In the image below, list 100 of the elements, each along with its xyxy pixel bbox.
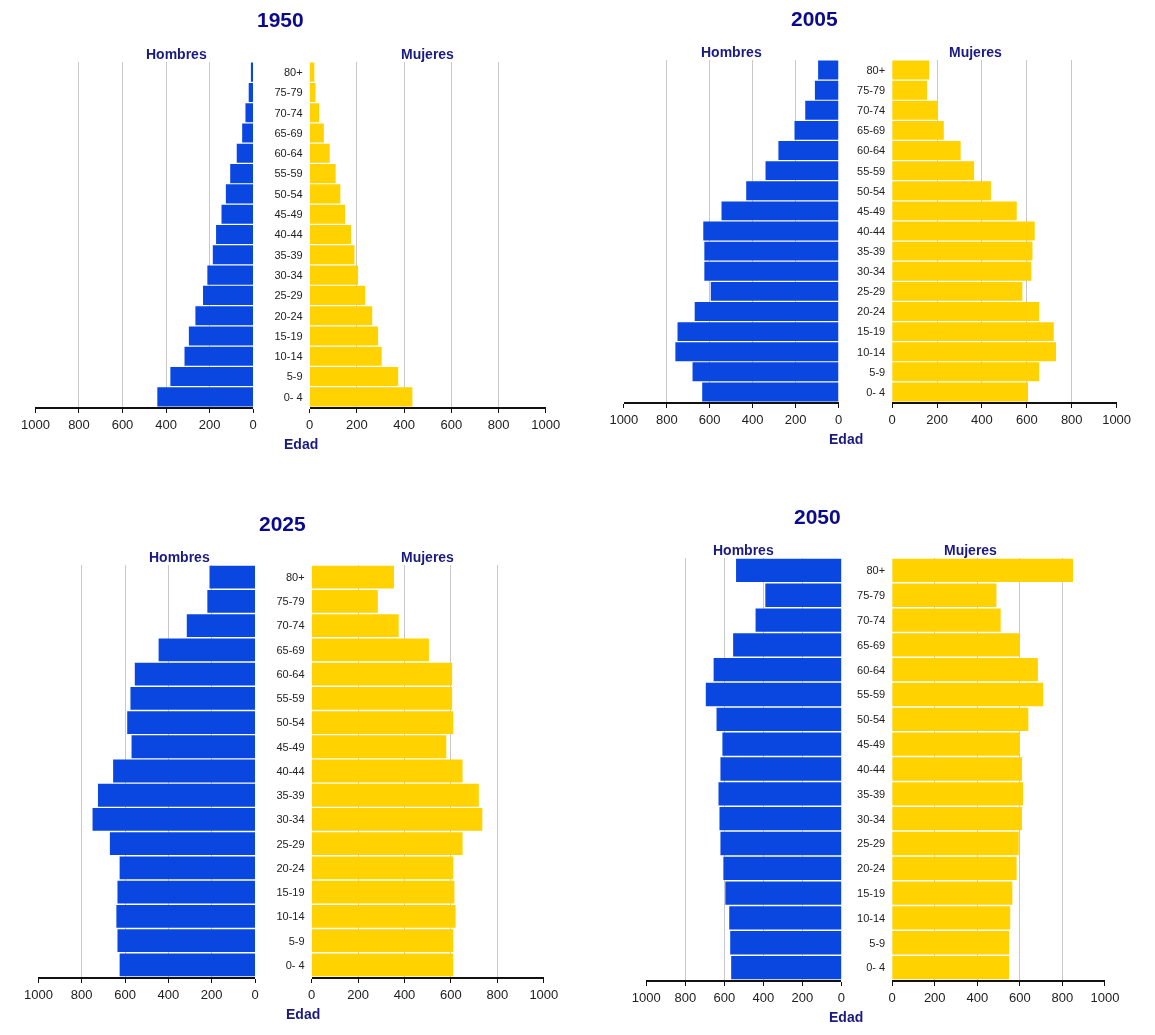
x-tick-label: 1000 [609, 411, 639, 427]
y-tick-label: 40-44 [276, 764, 305, 777]
x-tick-label: 0 [251, 986, 259, 1002]
y-tick-label: 25-29 [857, 285, 886, 298]
y-tick-label: 10-14 [857, 911, 886, 924]
y-tick-label: 20-24 [274, 309, 303, 322]
y-tick-label: 35-39 [276, 789, 305, 802]
chart-title: 2025 [259, 512, 307, 535]
x-tick-label: 1000 [21, 416, 50, 432]
y-tick-label: 25-29 [274, 289, 303, 302]
x-tick-label: 0 [306, 416, 314, 432]
y-tick-label: 5-9 [288, 934, 305, 947]
y-tick-label: 25-29 [276, 837, 305, 850]
chart-subtitle: Hombres [701, 44, 762, 60]
x-tick-label: 200 [784, 411, 807, 427]
x-tick-label: 600 [440, 986, 462, 1002]
x-tick-label: 1000 [529, 986, 559, 1002]
chart-subtitle: Mujeres [401, 549, 455, 565]
bar [119, 856, 256, 880]
chart-subtitle: Hombres [713, 542, 774, 558]
chart-subtitle: Hombres [149, 549, 210, 565]
y-tick-label: 30-34 [857, 265, 886, 278]
bar [703, 221, 839, 241]
y-tick-label: 60-64 [276, 667, 305, 680]
x-tick-label: 200 [200, 986, 223, 1002]
y-tick-label: 60-64 [274, 147, 303, 160]
x-tick-label: 400 [393, 416, 415, 432]
y-tick-label: 40-44 [857, 224, 886, 237]
y-tick-label: 60-64 [857, 663, 886, 676]
y-tick-label: 25-29 [857, 837, 886, 850]
x-tick-label: 400 [971, 411, 993, 427]
x-tick-label: 1000 [531, 416, 561, 432]
bar [311, 759, 463, 783]
x-tick-label: 1000 [631, 989, 661, 1005]
y-tick-label: 60-64 [857, 144, 886, 157]
bar [311, 662, 453, 686]
bar [892, 707, 1029, 732]
y-tick-label: 40-44 [857, 762, 886, 775]
y-tick-label: 80+ [283, 66, 303, 78]
x-tick-label: 800 [655, 411, 678, 427]
bar [705, 682, 842, 707]
x-tick-label: 200 [198, 416, 221, 432]
y-tick-label: 0- 4 [866, 385, 886, 398]
chart-subtitle: Hombres [146, 46, 207, 62]
y-tick-label: 15-19 [857, 886, 886, 899]
y-tick-label: 10-14 [276, 910, 305, 923]
y-tick-label: 65-69 [857, 638, 886, 651]
x-tick-label: 800 [486, 986, 509, 1002]
bar [719, 806, 842, 831]
bar [892, 558, 1073, 583]
bar [731, 955, 842, 980]
y-tick-label: 80+ [285, 570, 305, 583]
y-tick-label: 0- 4 [285, 958, 305, 971]
bar [736, 558, 842, 583]
y-tick-label: 15-19 [857, 325, 886, 338]
y-tick-label: 45-49 [857, 204, 886, 217]
x-tick-label: 800 [1060, 411, 1083, 427]
y-tick-label: 65-69 [857, 124, 886, 137]
y-tick-label: 45-49 [274, 208, 303, 221]
bar [134, 662, 256, 686]
x-tick-label: 0 [834, 411, 843, 427]
y-tick-label: 35-39 [857, 787, 886, 800]
y-tick-label: 5-9 [869, 936, 886, 949]
x-tick-label: 0 [888, 989, 896, 1005]
bar [892, 682, 1044, 707]
y-tick-label: 10-14 [274, 350, 303, 363]
x-tick-label: 0 [307, 986, 316, 1002]
x-tick-label: 400 [752, 989, 775, 1005]
y-tick-label: 65-69 [274, 126, 303, 139]
x-tick-label: 0 [888, 411, 896, 427]
x-tick-label: 600 [713, 989, 736, 1005]
y-tick-label: 70-74 [857, 613, 886, 626]
y-tick-label: 75-79 [276, 595, 305, 608]
chart-subtitle: Mujeres [949, 44, 1003, 60]
y-tick-label: 70-74 [857, 104, 886, 117]
y-tick-label: 55-59 [276, 692, 305, 705]
x-tick-label: 400 [966, 989, 989, 1005]
bar [892, 806, 1022, 831]
x-tick-label: 400 [393, 986, 416, 1002]
y-tick-label: 70-74 [274, 106, 303, 119]
y-tick-label: 15-19 [276, 886, 305, 899]
y-tick-label: 75-79 [857, 84, 886, 97]
x-tick-label: 400 [157, 986, 180, 1002]
chart-title: 2050 [794, 505, 841, 528]
y-tick-label: 30-34 [857, 812, 886, 825]
x-tick-label: 800 [1051, 989, 1074, 1005]
x-tick-label: 600 [1008, 989, 1031, 1005]
y-tick-label: 35-39 [857, 244, 886, 257]
y-axis-title: Edad [829, 431, 864, 447]
chart-title: 1950 [257, 8, 304, 31]
y-tick-label: 55-59 [274, 167, 303, 180]
x-tick-label: 1000 [23, 986, 53, 1002]
x-tick-label: 200 [923, 989, 946, 1005]
x-tick-label: 200 [346, 416, 368, 432]
y-tick-label: 45-49 [857, 738, 886, 751]
y-tick-label: 15-19 [274, 329, 303, 342]
bar [311, 856, 454, 880]
y-tick-label: 20-24 [857, 862, 886, 875]
chart-subtitle: Mujeres [944, 542, 998, 558]
y-tick-label: 20-24 [276, 861, 305, 874]
